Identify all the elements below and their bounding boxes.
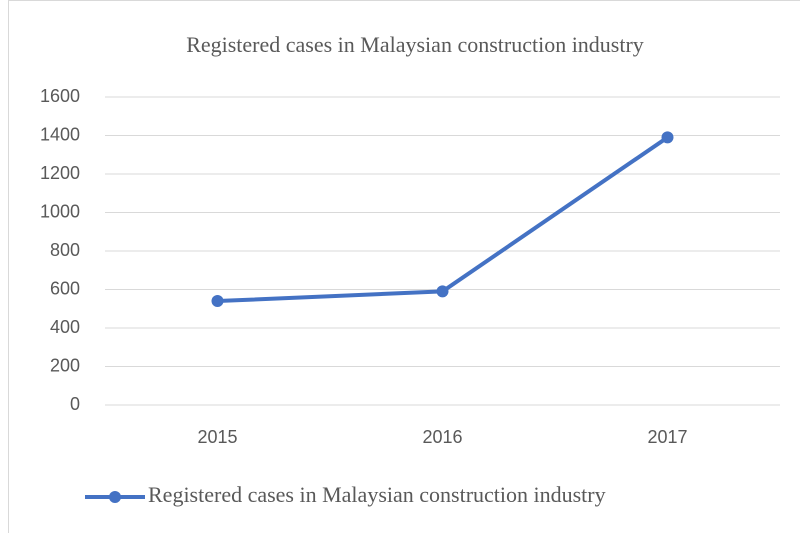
y-tick-label: 1600 (40, 86, 80, 106)
y-tick-label: 1200 (40, 163, 80, 183)
x-tick-label: 2017 (647, 427, 687, 447)
data-point (436, 285, 449, 298)
chart-title: Registered cases in Malaysian constructi… (186, 32, 644, 57)
y-tick-label: 400 (50, 317, 80, 337)
legend-marker (109, 491, 121, 503)
y-tick-label: 0 (70, 394, 80, 414)
y-tick-label: 800 (50, 240, 80, 260)
x-tick-label: 2016 (422, 427, 462, 447)
y-tick-label: 1000 (40, 201, 80, 221)
chart-border (8, 0, 800, 533)
y-tick-label: 1400 (40, 124, 80, 144)
legend-label: Registered cases in Malaysian constructi… (148, 482, 606, 507)
y-tick-label: 600 (50, 278, 80, 298)
x-tick-label: 2015 (197, 427, 237, 447)
data-point (211, 295, 224, 308)
y-tick-label: 200 (50, 355, 80, 375)
data-point (661, 131, 674, 144)
